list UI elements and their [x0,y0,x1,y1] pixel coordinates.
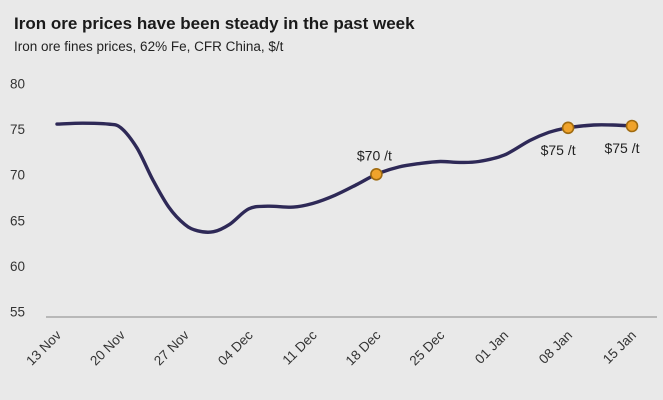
data-point-marker [370,168,383,182]
x-axis-tick-label: 01 Jan [472,328,511,367]
x-axis-tick-label: 11 Dec [280,328,320,368]
line-chart: 80 75 70 65 60 55 13 Nov 20 Nov 27 Nov 04 Dec 11 D… [10,77,657,369]
x-axis-tick-label: 25 Dec [407,328,448,369]
data-point-marker [561,121,575,135]
x-axis-tick-label: 15 Jan [600,328,639,367]
chart-title: Iron ore prices have been steady in the … [14,14,415,33]
chart-subtitle: Iron ore fines prices, 62% Fe, CFR China… [14,39,284,55]
y-axis-tick-label: 60 [10,259,25,274]
y-axis-tick-label: 70 [10,168,25,183]
y-axis-tick-label: 80 [10,77,25,92]
annotation-label: $75 /t [604,140,639,156]
y-axis-tick-label: 65 [10,214,25,229]
x-axis-tick-label: 13 Nov [23,328,64,369]
x-axis-tick-label: 18 Dec [343,328,384,369]
annotation-label: $75 /t [541,142,576,158]
y-axis-tick-label: 75 [10,123,25,138]
x-axis-tick-label: 20 Nov [87,328,128,369]
x-axis-tick-label: 08 Jan [536,328,575,367]
annotation-label: $70 /t [357,148,392,164]
price-line [55,121,634,235]
y-axis-tick-label: 55 [10,305,25,320]
x-axis-tick-label: 27 Nov [151,328,192,369]
data-point-marker [625,120,639,133]
x-axis-tick-label: 04 Dec [215,328,256,369]
